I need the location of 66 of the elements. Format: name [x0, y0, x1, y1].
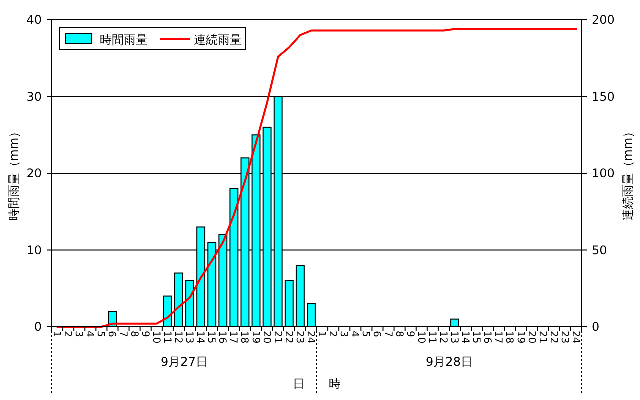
- x-tick-label: 24: [570, 331, 581, 344]
- x-tick-label: 15: [470, 331, 482, 344]
- x-tick-label: 21: [272, 331, 283, 344]
- y-axis-title: 時間雨量（mm）: [7, 126, 21, 222]
- x-tick-label: 12: [437, 331, 448, 344]
- y-tick-label: 10: [26, 243, 42, 258]
- x-tick-label: 9: [139, 331, 150, 338]
- x-tick-label: 23: [558, 331, 570, 344]
- x-tick-label: 16: [482, 331, 493, 344]
- x-tick-label: 6: [106, 331, 118, 338]
- x-tick-label: 8: [393, 331, 404, 338]
- y-tick-label: 0: [34, 320, 42, 334]
- x-tick-label: 14: [460, 331, 471, 344]
- x-tick-label: 11: [161, 331, 172, 344]
- x-tick-label: 3: [73, 331, 84, 338]
- text: 9月27日: [161, 355, 208, 369]
- text: 9月28日: [426, 355, 473, 369]
- x-tick-label: 9: [404, 331, 416, 338]
- x-tick-label: 6: [371, 331, 382, 338]
- y-tick-label: 30: [26, 90, 42, 104]
- y-tick-label: 20: [26, 166, 42, 180]
- x-tick-label: 3: [338, 331, 350, 338]
- x-tick-label: 13: [184, 331, 195, 344]
- x-tick-label: 2: [327, 331, 338, 338]
- x-tick-label: 19: [250, 331, 261, 344]
- x-tick-label: 13: [448, 331, 460, 344]
- x-tick-label: 20: [526, 331, 537, 344]
- y2-axis-title: 連続雨量（mm）: [621, 126, 635, 222]
- x-tick-label: 18: [238, 331, 250, 344]
- x-tick-label: 17: [228, 331, 239, 344]
- x-tick-label: 21: [536, 331, 548, 344]
- x-tick-label: 7: [117, 331, 128, 338]
- x-tick-label: 5: [95, 331, 106, 338]
- x-tick-label: 19: [514, 331, 526, 344]
- y2-tick-label: 100: [592, 166, 615, 180]
- x-tick-label: 17: [492, 331, 504, 344]
- x-tick-label: 8: [128, 331, 140, 338]
- x-tick-label: 12: [172, 331, 184, 344]
- x-tick-label: 16: [216, 331, 228, 344]
- x-tick-label: 11: [426, 331, 438, 344]
- x-tick-label: 4: [349, 331, 360, 338]
- legend-label: 連続雨量: [194, 33, 242, 47]
- x-tick-label: 2: [62, 331, 74, 338]
- x-tick-label: 1: [51, 331, 62, 338]
- x-tick-label: 22: [282, 331, 294, 344]
- x-tick-label: 22: [548, 331, 559, 344]
- x-tick-label: 14: [194, 331, 206, 344]
- y-tick-label: 40: [26, 13, 42, 27]
- x-tick-label: 18: [504, 331, 515, 344]
- x-tick-label: 5: [360, 331, 372, 338]
- x-tick-label: 24: [304, 331, 316, 344]
- x-tick-label: 4: [84, 331, 96, 338]
- x-tick-label: 23: [294, 331, 305, 344]
- x-tick-label: 7: [382, 331, 394, 338]
- y2-tick-label: 0: [592, 320, 600, 334]
- x-tick-label: 15: [206, 331, 217, 344]
- x-tick-label: 10: [150, 331, 162, 344]
- y2-tick-label: 200: [592, 13, 615, 27]
- line-series: [56, 28, 578, 328]
- y2-tick-label: 150: [592, 90, 615, 104]
- x-axis-title: 日 時: [293, 377, 341, 391]
- x-tick-label: 10: [415, 331, 426, 344]
- x-tick-label: 20: [260, 331, 272, 344]
- y2-tick-label: 50: [592, 243, 608, 258]
- legend-label: 時間雨量: [100, 33, 148, 47]
- x-tick-label: 1: [316, 331, 328, 338]
